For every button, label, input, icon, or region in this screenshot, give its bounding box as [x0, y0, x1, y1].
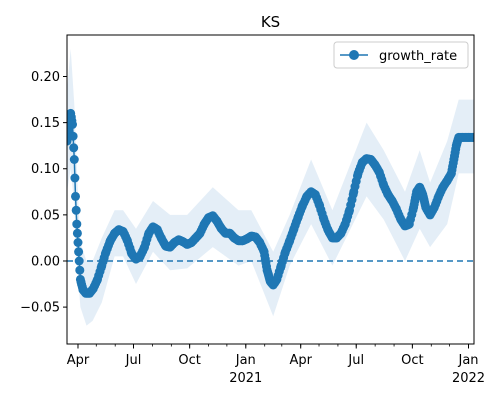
growth-rate-point — [72, 219, 82, 229]
y-tick-label: 0.15 — [31, 116, 60, 131]
y-tick-label: 0.00 — [31, 254, 60, 269]
x-tick-year-label: 2021 — [229, 371, 262, 386]
confidence-band-area — [67, 48, 474, 326]
growth-rate-point — [469, 132, 474, 142]
growth-rate-series — [67, 108, 474, 298]
x-tick-year-label: 2022 — [452, 371, 485, 386]
growth-rate-point — [72, 228, 82, 238]
legend-point-marker — [349, 50, 359, 60]
growth-rate-point — [68, 131, 78, 141]
plot-frame — [66, 34, 475, 345]
confidence-band — [67, 48, 474, 326]
growth-rate-point — [75, 265, 85, 275]
growth-rate-point — [69, 155, 79, 164]
x-tick-label: Jan — [457, 353, 478, 368]
growth-rate-point — [71, 205, 81, 215]
growth-rate-point — [74, 247, 84, 257]
x-tick-label: Jul — [347, 353, 364, 368]
y-axis: −0.05 0.00 0.05 0.10 0.15 0.20 — [20, 70, 67, 316]
x-tick-label: Jan — [235, 353, 256, 368]
x-tick-label: Oct — [178, 353, 200, 368]
legend-box — [333, 41, 469, 69]
growth-rate-point — [70, 173, 80, 183]
legend: growth_rate — [333, 41, 469, 69]
x-tick-label: Oct — [401, 353, 423, 368]
growth-rate-point — [68, 120, 77, 129]
chart-title: KS — [261, 13, 280, 31]
y-tick-label: 0.20 — [31, 70, 60, 85]
x-tick-label: Apr — [289, 353, 312, 368]
legend-label-growth-rate: growth_rate — [379, 49, 457, 64]
y-tick-label: −0.05 — [20, 301, 60, 316]
y-tick-label: 0.05 — [31, 208, 60, 223]
y-tick-label: 0.10 — [31, 162, 60, 177]
growth-rate-point — [73, 238, 83, 247]
x-tick-label: Apr — [67, 353, 90, 368]
growth-rate-point — [71, 191, 80, 201]
growth-rate-point — [74, 256, 84, 266]
x-axis: Apr Jul Oct Jan 2021 Apr Jul Oct Jan 2022 — [67, 344, 485, 386]
growth-rate-point — [69, 143, 79, 153]
x-tick-label: Jul — [125, 353, 142, 368]
